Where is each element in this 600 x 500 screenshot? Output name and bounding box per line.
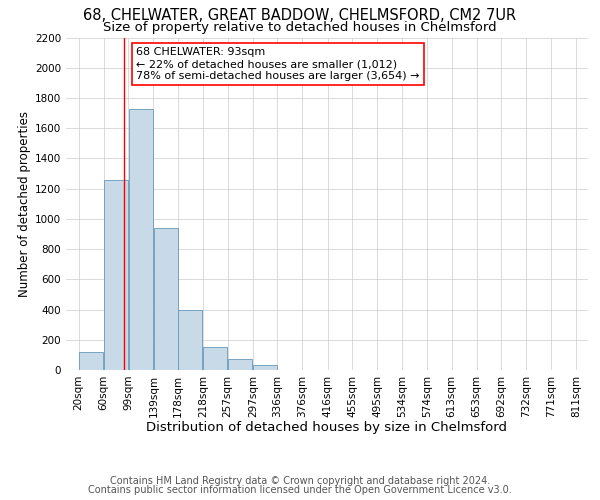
Text: 68 CHELWATER: 93sqm
← 22% of detached houses are smaller (1,012)
78% of semi-det: 68 CHELWATER: 93sqm ← 22% of detached ho… [136,48,420,80]
Text: Contains public sector information licensed under the Open Government Licence v3: Contains public sector information licen… [88,485,512,495]
Bar [154,228,178,370]
Bar [203,348,227,370]
X-axis label: Distribution of detached houses by size in Chelmsford: Distribution of detached houses by size … [146,421,508,434]
Bar [128,108,152,370]
Bar [104,180,128,370]
Y-axis label: Number of detached properties: Number of detached properties [18,111,31,296]
Bar [228,358,252,370]
Bar [178,310,202,370]
Bar [253,364,277,370]
Text: 68, CHELWATER, GREAT BADDOW, CHELMSFORD, CM2 7UR: 68, CHELWATER, GREAT BADDOW, CHELMSFORD,… [83,8,517,22]
Bar [79,352,103,370]
Text: Contains HM Land Registry data © Crown copyright and database right 2024.: Contains HM Land Registry data © Crown c… [110,476,490,486]
Text: Size of property relative to detached houses in Chelmsford: Size of property relative to detached ho… [103,21,497,34]
